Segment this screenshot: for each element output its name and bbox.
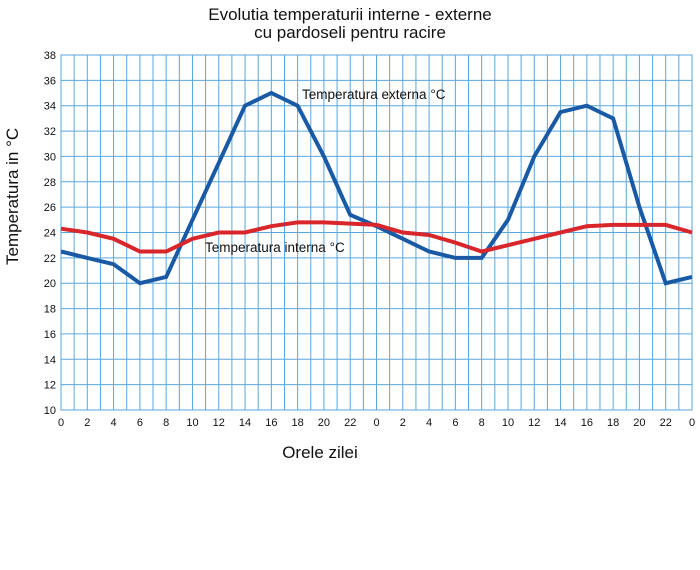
x-tick-label: 0 bbox=[689, 417, 695, 429]
y-tick-label: 16 bbox=[44, 329, 56, 341]
y-tick-label: 34 bbox=[44, 101, 56, 113]
y-tick-label: 22 bbox=[44, 253, 56, 265]
y-tick-label: 28 bbox=[44, 177, 56, 189]
x-tick-label: 20 bbox=[318, 417, 330, 429]
x-tick-label: 16 bbox=[265, 417, 277, 429]
x-tick-label: 8 bbox=[479, 417, 485, 429]
x-tick-label: 10 bbox=[502, 417, 514, 429]
series-label-interna: Temperatura interna °C bbox=[205, 240, 345, 255]
x-tick-label: 0 bbox=[373, 417, 379, 429]
chart-title-line1: Evolutia temperaturii interne - externe bbox=[208, 5, 492, 24]
x-tick-label: 2 bbox=[400, 417, 406, 429]
y-tick-label: 10 bbox=[44, 405, 56, 417]
chart-title-line2: cu pardoseli pentru racire bbox=[254, 23, 446, 42]
y-tick-label: 14 bbox=[44, 354, 56, 366]
x-tick-label: 2 bbox=[84, 417, 90, 429]
x-tick-label: 22 bbox=[344, 417, 356, 429]
y-tick-label: 38 bbox=[44, 50, 56, 62]
y-tick-label: 12 bbox=[44, 380, 56, 392]
x-tick-label: 8 bbox=[163, 417, 169, 429]
x-tick-label: 22 bbox=[660, 417, 672, 429]
x-tick-label: 16 bbox=[581, 417, 593, 429]
x-tick-label: 20 bbox=[633, 417, 645, 429]
y-tick-label: 20 bbox=[44, 278, 56, 290]
x-tick-label: 4 bbox=[426, 417, 432, 429]
x-tick-label: 18 bbox=[292, 417, 304, 429]
y-tick-label: 18 bbox=[44, 304, 56, 316]
y-tick-label: 26 bbox=[44, 202, 56, 214]
x-tick-label: 10 bbox=[186, 417, 198, 429]
x-tick-label: 6 bbox=[452, 417, 458, 429]
x-tick-label: 12 bbox=[213, 417, 225, 429]
x-tick-label: 18 bbox=[607, 417, 619, 429]
series-label-externa: Temperatura externa °C bbox=[302, 87, 446, 102]
y-axis-label: Temperatura in °C bbox=[3, 127, 22, 265]
x-tick-label: 4 bbox=[111, 417, 117, 429]
x-tick-label: 12 bbox=[528, 417, 540, 429]
y-tick-label: 32 bbox=[44, 126, 56, 138]
y-tick-label: 24 bbox=[44, 228, 56, 240]
x-tick-label: 0 bbox=[58, 417, 64, 429]
x-tick-label: 6 bbox=[137, 417, 143, 429]
y-tick-label: 30 bbox=[44, 151, 56, 163]
x-tick-label: 14 bbox=[239, 417, 251, 429]
y-tick-label: 36 bbox=[44, 75, 56, 87]
x-tick-label: 14 bbox=[554, 417, 566, 429]
series-line-interna bbox=[60, 220, 693, 254]
x-axis-label: Orele zilei bbox=[282, 443, 358, 462]
